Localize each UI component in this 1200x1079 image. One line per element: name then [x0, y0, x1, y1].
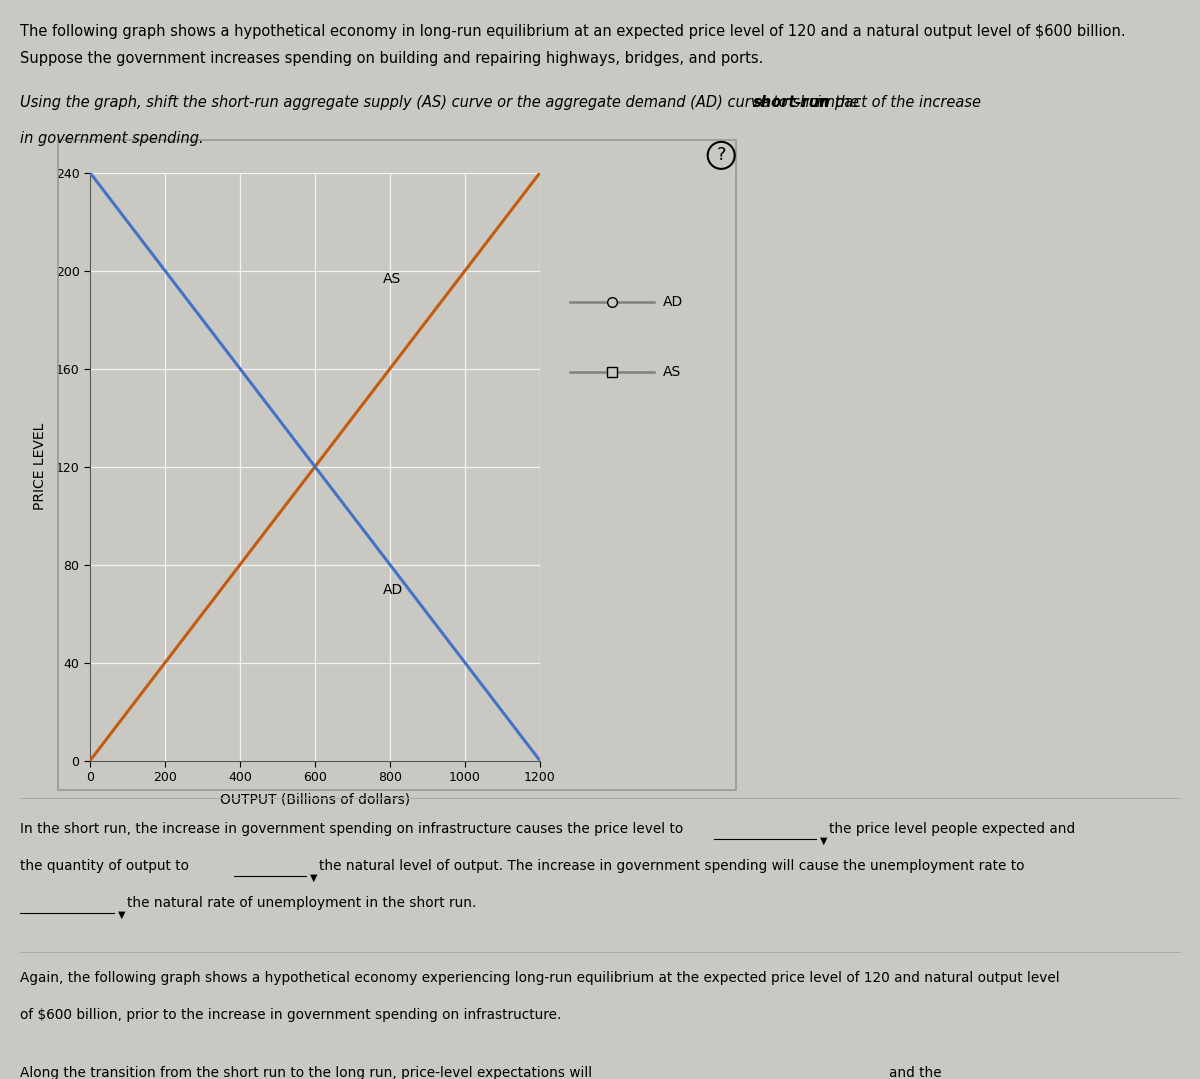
Text: in government spending.: in government spending. [20, 131, 204, 146]
Text: Along the transition from the short run to the long run, price-level expectation: Along the transition from the short run … [20, 1066, 593, 1079]
Y-axis label: PRICE LEVEL: PRICE LEVEL [34, 423, 47, 510]
Text: the natural rate of unemployment in the short run.: the natural rate of unemployment in the … [127, 896, 476, 910]
Text: the price level people expected and: the price level people expected and [829, 822, 1075, 836]
Text: ?: ? [716, 147, 726, 164]
Text: AS: AS [662, 366, 680, 379]
Text: impact of the increase: impact of the increase [811, 95, 980, 110]
Text: AD: AD [662, 296, 683, 309]
Text: ▼: ▼ [310, 873, 317, 883]
Text: ▼: ▼ [118, 910, 125, 919]
Text: Again, the following graph shows a hypothetical economy experiencing long-run eq: Again, the following graph shows a hypot… [20, 971, 1060, 985]
Text: ▼: ▼ [820, 836, 827, 846]
Text: and the: and the [889, 1066, 942, 1079]
Text: In the short run, the increase in government spending on infrastructure causes t: In the short run, the increase in govern… [20, 822, 684, 836]
Text: The following graph shows a hypothetical economy in long-run equilibrium at an e: The following graph shows a hypothetical… [20, 24, 1126, 39]
Text: Suppose the government increases spending on building and repairing highways, br: Suppose the government increases spendin… [20, 51, 763, 66]
Text: Using the graph, shift the short-run aggregate supply (AS) curve or the aggregat: Using the graph, shift the short-run agg… [20, 95, 864, 110]
Text: of $600 billion, prior to the increase in government spending on infrastructure.: of $600 billion, prior to the increase i… [20, 1008, 562, 1022]
Text: the natural level of output. The increase in government spending will cause the : the natural level of output. The increas… [319, 859, 1025, 873]
Text: AS: AS [383, 272, 401, 286]
Text: AD: AD [383, 583, 403, 597]
Text: short-run: short-run [752, 95, 830, 110]
Text: the quantity of output to: the quantity of output to [20, 859, 190, 873]
X-axis label: OUTPUT (Billions of dollars): OUTPUT (Billions of dollars) [220, 792, 410, 806]
